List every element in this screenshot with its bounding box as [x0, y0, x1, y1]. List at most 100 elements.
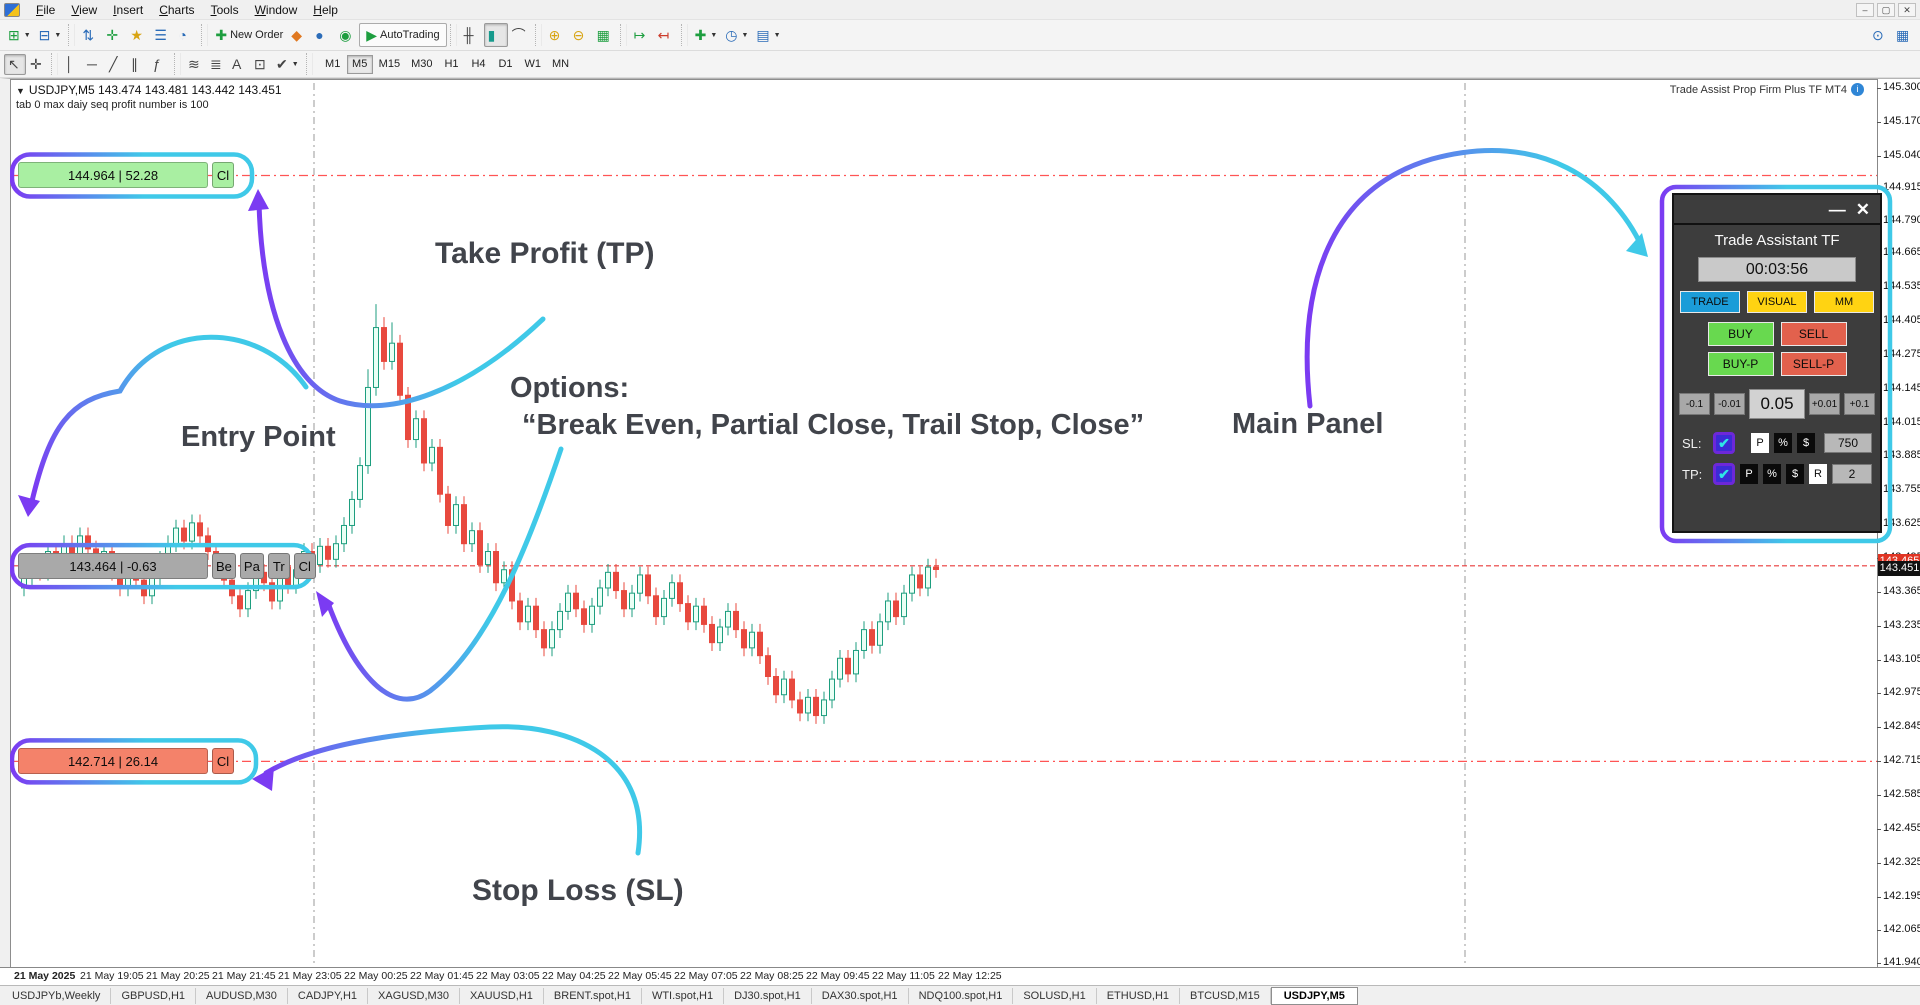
- signals-button[interactable]: ◉: [335, 23, 359, 47]
- fibonacci-retracement-button[interactable]: ƒ: [149, 54, 171, 75]
- tile-windows-button[interactable]: ▦: [593, 23, 617, 47]
- menu-file[interactable]: File: [36, 2, 56, 17]
- indicators-dropdown-icon[interactable]: ▼: [710, 31, 718, 39]
- chart-tab-dj30.spot[interactable]: DJ30.spot,H1: [724, 987, 812, 1004]
- chart-tab-dax30.spot[interactable]: DAX30.spot,H1: [812, 987, 909, 1004]
- tp-rr-toggle[interactable]: R: [1809, 464, 1827, 484]
- new-order-button[interactable]: ✚ New Order: [211, 23, 287, 47]
- tp-value-field[interactable]: 2: [1832, 464, 1872, 484]
- sl-points-toggle[interactable]: P: [1751, 433, 1769, 453]
- restore-window-icon[interactable]: ▢: [1877, 2, 1895, 17]
- menu-charts[interactable]: Charts: [159, 2, 195, 17]
- tab-trade[interactable]: TRADE: [1680, 291, 1740, 313]
- menu-insert[interactable]: Insert: [113, 2, 144, 17]
- panel-minimize-icon[interactable]: —: [1828, 199, 1846, 219]
- data-panel-button[interactable]: ▦: [1892, 23, 1916, 47]
- timeframe-w1-button[interactable]: W1: [524, 58, 541, 70]
- cursor-button[interactable]: ↖: [4, 53, 26, 75]
- bar-chart-button[interactable]: ╫: [460, 23, 484, 47]
- line-chart-button[interactable]: ⌒: [508, 23, 532, 47]
- auto-scroll-button[interactable]: ↦: [630, 23, 654, 47]
- profiles-dropdown-icon[interactable]: ▼: [54, 31, 62, 39]
- sl-value-field[interactable]: 750: [1824, 433, 1872, 453]
- sl-percent-toggle[interactable]: %: [1774, 433, 1792, 453]
- buy-pending-button[interactable]: BUY-P: [1707, 352, 1774, 376]
- indicators-button[interactable]: ✚ ▼: [691, 23, 722, 47]
- terminal-button[interactable]: ☰: [150, 23, 174, 47]
- sell-pending-button[interactable]: SELL-P: [1780, 352, 1847, 376]
- equidistant-channel-button[interactable]: ∥: [127, 54, 149, 75]
- lot-plus-0.1-button[interactable]: +0.1: [1844, 393, 1875, 415]
- zoom-out-button[interactable]: ⊖: [569, 23, 593, 47]
- timeframe-m30-button[interactable]: M30: [411, 58, 433, 70]
- text-button[interactable]: A: [228, 54, 250, 75]
- arrows-tool-dropdown-icon[interactable]: ▼: [291, 60, 299, 68]
- elliott-wave-button[interactable]: ≋: [184, 54, 206, 75]
- chart-tab-ndq100.spot[interactable]: NDQ100.spot,H1: [909, 987, 1014, 1004]
- tp-checkbox[interactable]: ✔: [1713, 463, 1735, 485]
- templates-button[interactable]: ▤ ▼: [752, 23, 784, 47]
- timeframe-h4-button[interactable]: H4: [471, 58, 486, 70]
- close-window-icon[interactable]: ✕: [1898, 2, 1916, 17]
- chart-area[interactable]: ▼ USDJPY,M5 143.474 143.481 143.442 143.4…: [0, 78, 1920, 968]
- minimize-window-icon[interactable]: –: [1856, 2, 1874, 17]
- partial-close-button[interactable]: Pa: [239, 553, 264, 580]
- trail-stop-button[interactable]: Tr: [267, 553, 290, 580]
- tp-dollar-toggle[interactable]: $: [1786, 464, 1804, 484]
- chart-tab-cadjpy[interactable]: CADJPY,H1: [288, 987, 369, 1004]
- menu-tools[interactable]: Tools: [210, 2, 239, 17]
- market-watch-button[interactable]: ⇅: [78, 23, 102, 47]
- menu-help[interactable]: Help: [313, 2, 338, 17]
- timeframe-m15-button[interactable]: M15: [378, 58, 401, 70]
- chevron-down-icon[interactable]: ▼: [16, 86, 25, 96]
- lot-minus-0.1-button[interactable]: -0.1: [1679, 393, 1710, 415]
- timeframe-h1-button[interactable]: H1: [444, 58, 459, 70]
- strategy-tester-button[interactable]: ◔: [174, 23, 198, 47]
- menu-view[interactable]: View: [71, 2, 98, 17]
- navigator-button[interactable]: ★: [126, 23, 150, 47]
- timeframe-mn-button[interactable]: MN: [551, 58, 570, 70]
- chart-tab-usdjpy[interactable]: USDJPY,M5: [1270, 986, 1358, 1005]
- timeframe-m5-button[interactable]: M5: [346, 54, 373, 74]
- chart-tab-gbpusd[interactable]: GBPUSD,H1: [111, 987, 197, 1004]
- new-chart-dropdown-icon[interactable]: ▼: [23, 31, 31, 39]
- sl-dollar-toggle[interactable]: $: [1797, 433, 1815, 453]
- chart-tab-usdjpyb[interactable]: USDJPYb,Weekly: [2, 987, 112, 1004]
- chart-tab-audusd[interactable]: AUDUSD,M30: [196, 987, 288, 1004]
- new-chart-button[interactable]: ⊞ ▼: [4, 23, 35, 47]
- zoom-in-button[interactable]: ⊕: [545, 23, 569, 47]
- info-icon[interactable]: i: [1851, 83, 1864, 96]
- templates-dropdown-icon[interactable]: ▼: [773, 31, 781, 39]
- buy-button[interactable]: BUY: [1707, 322, 1774, 346]
- chart-tab-btcusd[interactable]: BTCUSD,M15: [1180, 987, 1271, 1004]
- data-window-button[interactable]: ✛: [102, 23, 126, 47]
- tab-mm[interactable]: MM: [1814, 291, 1874, 313]
- horizontal-line-button[interactable]: ─: [83, 54, 105, 75]
- profiles-button[interactable]: ⊟ ▼: [35, 23, 66, 47]
- fibonacci-expansion-button[interactable]: ≣: [206, 54, 228, 75]
- sell-button[interactable]: SELL: [1780, 322, 1847, 346]
- chart-tab-solusd[interactable]: SOLUSD,H1: [1013, 987, 1097, 1004]
- periods-button[interactable]: ◷ ▼: [721, 23, 752, 47]
- tp-close-button[interactable]: Cl: [212, 162, 234, 189]
- trendline-button[interactable]: ╱: [105, 54, 127, 75]
- timeframe-d1-button[interactable]: D1: [498, 58, 513, 70]
- chart-shift-button[interactable]: ↤: [654, 23, 678, 47]
- breakeven-button[interactable]: Be: [212, 553, 236, 580]
- sl-close-button[interactable]: Cl: [212, 748, 234, 775]
- crosshair-button[interactable]: ✛: [26, 54, 48, 75]
- panel-close-icon[interactable]: ✕: [1855, 199, 1870, 219]
- chart-tab-ethusd[interactable]: ETHUSD,H1: [1097, 987, 1181, 1004]
- arrows-tool-button[interactable]: ✔ ▼: [272, 54, 303, 75]
- search-symbols-button[interactable]: ⊙: [1868, 23, 1892, 47]
- lot-size-field[interactable]: 0.05: [1749, 389, 1805, 419]
- lot-minus-0.01-button[interactable]: -0.01: [1714, 393, 1745, 415]
- autotrading-button[interactable]: ▶ AutoTrading: [359, 23, 447, 47]
- tp-percent-toggle[interactable]: %: [1763, 464, 1781, 484]
- vertical-line-button[interactable]: │: [61, 54, 83, 75]
- lot-plus-0.01-button[interactable]: +0.01: [1809, 393, 1840, 415]
- mql-community-button[interactable]: ●: [311, 23, 335, 47]
- periods-dropdown-icon[interactable]: ▼: [741, 31, 749, 39]
- metaeditor-button[interactable]: ◆: [287, 23, 311, 47]
- chart-tab-xagusd[interactable]: XAGUSD,M30: [368, 987, 460, 1004]
